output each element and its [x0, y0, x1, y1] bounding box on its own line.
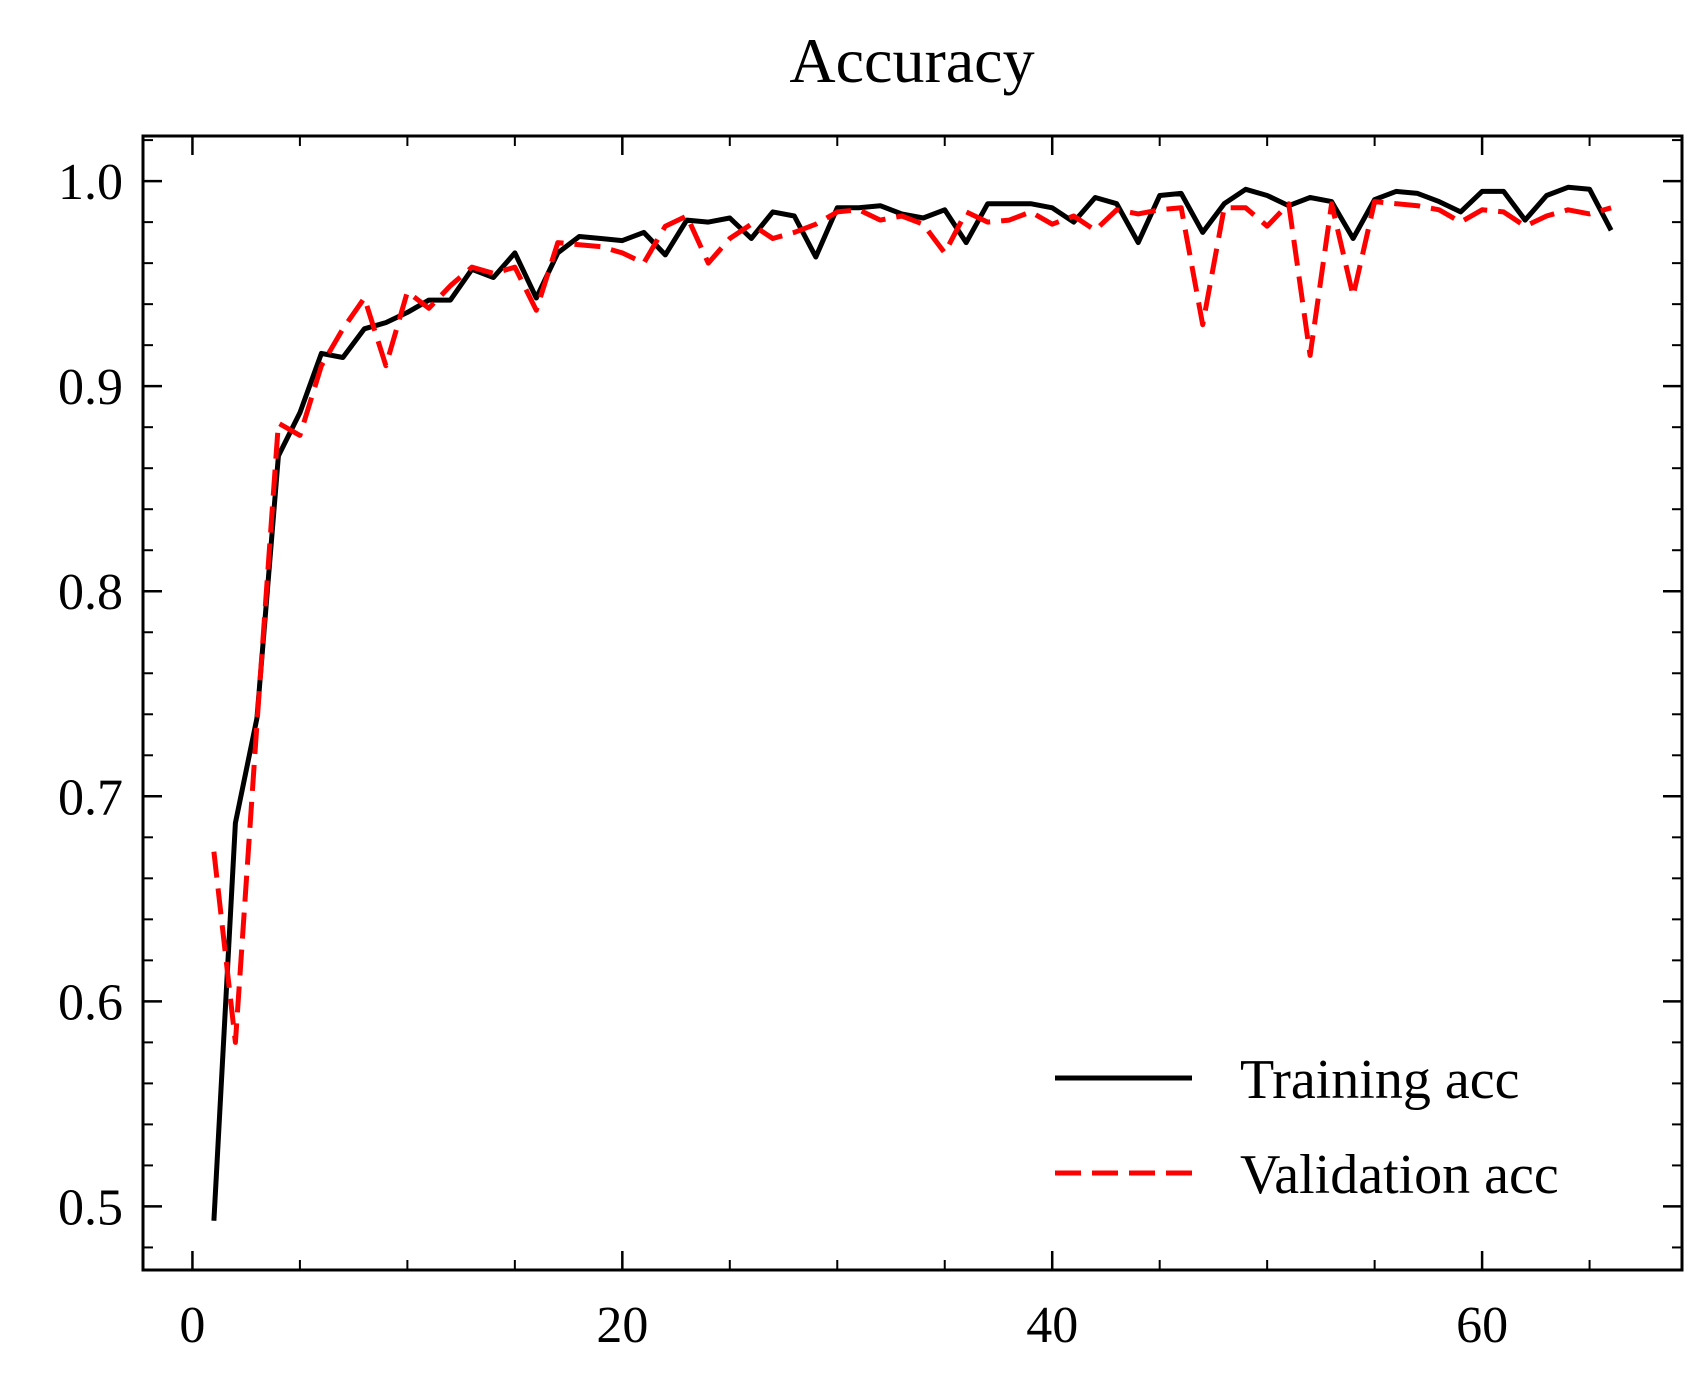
plot-area-frame [141, 134, 1684, 1272]
y-tick-label: 0.8 [58, 564, 123, 621]
series-line-validation [211, 199, 1612, 1045]
legend: Training acc Validation acc [1055, 1049, 1559, 1206]
chart-title: Accuracy [789, 25, 1034, 96]
x-tick-label: 60 [1456, 1297, 1508, 1354]
y-tick-label: 0.5 [58, 1179, 123, 1236]
y-tick-label: 0.7 [58, 769, 123, 826]
x-tick-label: 20 [596, 1297, 648, 1354]
legend-label-training: Training acc [1240, 1049, 1519, 1111]
x-tick-label: 0 [179, 1297, 205, 1354]
series-line-training [211, 184, 1614, 1221]
legend-label-validation: Validation acc [1240, 1144, 1559, 1206]
y-tick-label: 0.9 [58, 359, 123, 416]
x-tick-label: 40 [1026, 1297, 1078, 1354]
y-tick-label: 0.6 [58, 974, 123, 1031]
y-tick-label: 1.0 [58, 154, 123, 211]
